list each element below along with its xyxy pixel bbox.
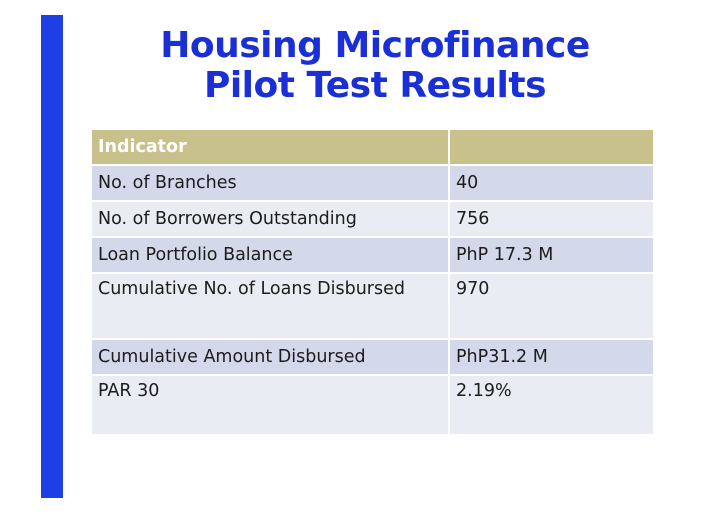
indicator-cell: Cumulative Amount Disbursed bbox=[90, 338, 450, 376]
value-cell: 40 bbox=[448, 164, 655, 202]
indicator-cell: Cumulative No. of Loans Disbursed bbox=[90, 272, 450, 340]
indicator-cell: Loan Portfolio Balance bbox=[90, 236, 450, 274]
value-cell: 970 bbox=[448, 272, 655, 340]
title-line-2: Pilot Test Results bbox=[203, 65, 547, 106]
page-title: Housing Microfinance Pilot Test Results bbox=[90, 26, 660, 106]
value-cell: 2.19% bbox=[448, 374, 655, 436]
table-header-row: Indicator bbox=[90, 128, 655, 166]
indicator-cell: No. of Branches bbox=[90, 164, 450, 202]
results-table: Indicator No. of Branches 40 No. of Borr… bbox=[90, 128, 655, 436]
table-row: Cumulative Amount Disbursed PhP31.2 M bbox=[90, 338, 655, 376]
table-row: Cumulative No. of Loans Disbursed 970 bbox=[90, 272, 655, 340]
accent-bar bbox=[41, 15, 63, 498]
table-row: No. of Branches 40 bbox=[90, 164, 655, 202]
header-value bbox=[448, 128, 655, 166]
indicator-cell: PAR 30 bbox=[90, 374, 450, 436]
header-indicator: Indicator bbox=[90, 128, 450, 166]
value-cell: 756 bbox=[448, 200, 655, 238]
value-cell: PhP31.2 M bbox=[448, 338, 655, 376]
table-row: Loan Portfolio Balance PhP 17.3 M bbox=[90, 236, 655, 274]
title-line-1: Housing Microfinance bbox=[160, 25, 590, 66]
indicator-cell: No. of Borrowers Outstanding bbox=[90, 200, 450, 238]
table-row: No. of Borrowers Outstanding 756 bbox=[90, 200, 655, 238]
value-cell: PhP 17.3 M bbox=[448, 236, 655, 274]
table-row: PAR 30 2.19% bbox=[90, 374, 655, 436]
